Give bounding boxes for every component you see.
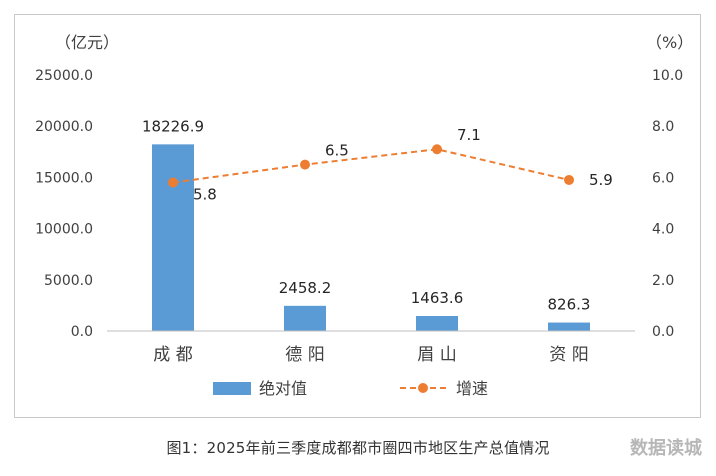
bar-data-label: 2458.2	[279, 279, 332, 297]
legend-line-label: 增速	[456, 379, 488, 398]
legend-bar-label: 绝对值	[259, 379, 307, 398]
y-left-tick: 25000.0	[35, 68, 93, 84]
line-data-label: 5.8	[193, 186, 217, 204]
growth-point	[564, 174, 574, 185]
bar	[284, 305, 326, 331]
growth-point	[168, 177, 178, 188]
y-right-tick: 6.0	[652, 170, 674, 186]
bar-data-label: 1463.6	[411, 289, 464, 307]
y-left-tick: 15000.0	[35, 170, 93, 186]
y-left-tick: 20000.0	[35, 119, 93, 135]
bar-data-label: 826.3	[548, 296, 591, 314]
y-right-unit: （%）	[646, 33, 693, 52]
line-data-label: 7.1	[457, 126, 481, 144]
growth-point	[300, 159, 310, 170]
legend-bar-swatch	[213, 382, 251, 395]
x-tick-label: 资 阳	[549, 345, 588, 365]
growth-point	[432, 144, 442, 155]
y-left-tick: 0.0	[71, 324, 93, 340]
y-left-unit: （亿元）	[55, 33, 119, 52]
line-data-label: 5.9	[589, 171, 613, 189]
bar	[152, 144, 194, 331]
bar	[416, 316, 458, 331]
bar-data-label: 18226.9	[142, 117, 204, 135]
x-tick-label: 成 都	[153, 345, 192, 365]
bar	[548, 322, 590, 331]
y-right-tick: 8.0	[652, 119, 674, 135]
y-right-tick: 10.0	[652, 68, 683, 84]
chart-frame	[14, 14, 701, 418]
y-left-tick: 10000.0	[35, 222, 93, 238]
y-right-tick: 4.0	[652, 222, 674, 238]
watermark: 数据读城	[630, 438, 702, 459]
line-data-label: 6.5	[325, 142, 349, 160]
y-left-tick: 5000.0	[44, 273, 93, 289]
x-tick-label: 眉 山	[417, 345, 456, 365]
growth-line	[172, 148, 570, 184]
figure-caption: 图1：2025年前三季度成都都市圈四市地区生产总值情况	[166, 439, 550, 457]
x-tick-label: 德 阳	[285, 345, 324, 365]
y-right-tick: 0.0	[652, 324, 674, 340]
y-right-tick: 2.0	[652, 273, 674, 289]
legend-line-marker	[418, 383, 428, 393]
